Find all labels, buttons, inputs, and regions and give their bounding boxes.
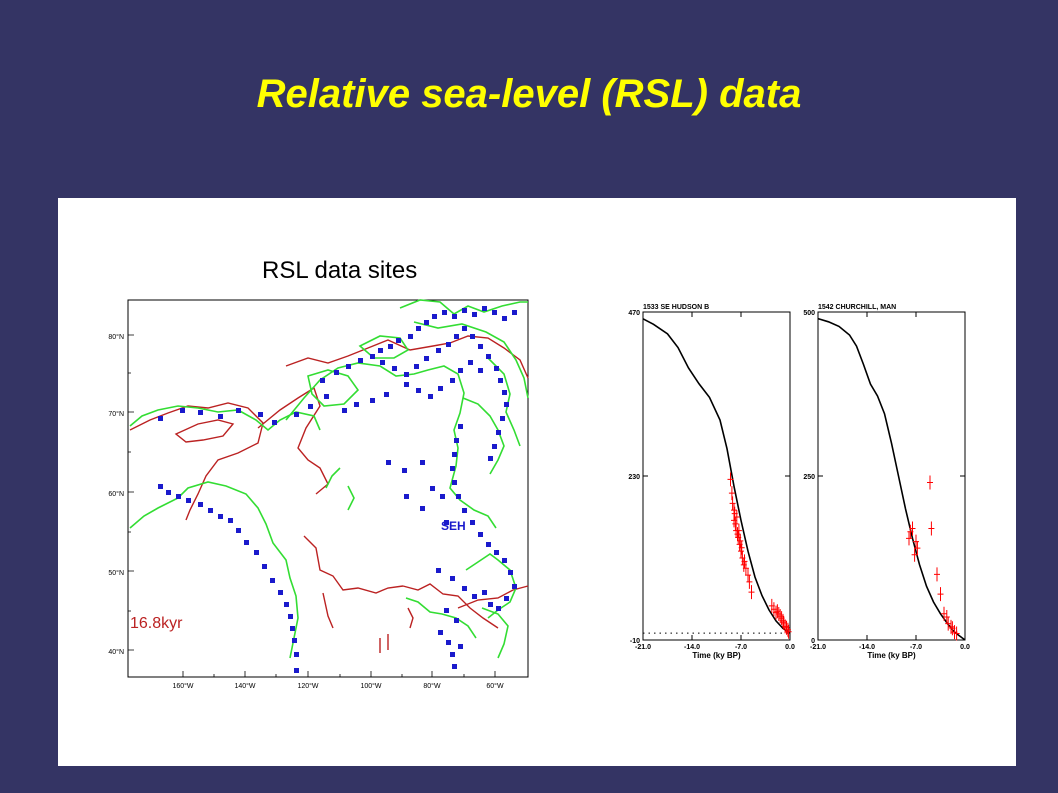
observation-point (909, 521, 916, 536)
x-tick-label: -14.0 (859, 644, 875, 651)
plot-frame (642, 311, 791, 641)
plot-title: 1533 SE HUDSON B (643, 304, 709, 311)
rsl-site-markers (158, 306, 517, 673)
y-tick-label: 0 (811, 638, 815, 645)
observation-point (729, 496, 736, 511)
observation-point (735, 523, 742, 538)
observation-point (784, 622, 791, 637)
observation-point (785, 624, 792, 639)
observation-point (782, 619, 789, 634)
plot-title: 1542 CHURCHILL, MAN (818, 304, 896, 311)
observation-point (731, 513, 737, 528)
observation-point (934, 567, 940, 582)
y-tick-label: 470 (628, 310, 640, 317)
lat-tick-50n: 50°N (108, 569, 124, 577)
observation-point (737, 533, 744, 548)
lon-tick-100w: 100°W (360, 682, 381, 690)
observation-point (948, 619, 954, 634)
observation-point (733, 510, 740, 524)
observation-point (746, 574, 753, 589)
rsl-plot-churchill: 1542 CHURCHILL, MAN -21.0 -14.0 -7.0 0.0 Time… (803, 304, 970, 660)
observation-point (913, 534, 919, 549)
lon-tick-80w: 80°W (423, 682, 441, 690)
y-tick-label: -10 (630, 638, 640, 645)
observation-point (727, 472, 734, 487)
x-tick-label: -14.0 (684, 644, 700, 651)
observation-point (738, 540, 745, 555)
observation-point (941, 606, 947, 621)
slide-title: Relative sea-level (RSL) data (256, 72, 802, 116)
observation-point (927, 475, 933, 490)
ice-margin-contour (129, 335, 529, 653)
lat-tick-60n: 60°N (108, 490, 124, 498)
lon-tick-140w: 140°W (234, 682, 255, 690)
x-tick-label: 0.0 (785, 644, 795, 651)
observation-point (741, 554, 748, 569)
figure-svg: RSL data sites (108, 257, 970, 690)
y-tick-label: 230 (628, 474, 640, 481)
x-axis-label: Time (ky BP) (692, 651, 741, 660)
observation-point (775, 607, 782, 622)
rsl-plot-se-hudson-bay: 1533 SE HUDSON B -21.0 -14.0 -7.0 0.0 Time (k… (628, 304, 795, 660)
lat-tick-70n: 70°N (108, 410, 124, 418)
x-tick-label: -7.0 (910, 644, 922, 651)
lat-tick-40n: 40°N (108, 648, 124, 656)
y-tick-label: 500 (803, 310, 815, 317)
observation-point (728, 486, 735, 501)
y-tick-label: 250 (803, 474, 815, 481)
x-tick-label: 0.0 (960, 644, 970, 651)
observation-point (906, 531, 912, 546)
observation-point (734, 527, 741, 542)
observation-point (953, 626, 960, 641)
x-tick-label: -21.0 (635, 644, 651, 651)
figure-panel: RSL data sites (58, 198, 1016, 766)
lon-tick-60w: 60°W (486, 682, 504, 690)
observation-point (911, 547, 918, 562)
observation-point (928, 521, 935, 536)
plot-frame (817, 311, 966, 641)
observation-point (738, 544, 744, 559)
observation-point (945, 616, 952, 631)
reconstruction-time-label: 16.8kyr (130, 615, 183, 632)
x-tick-label: -7.0 (735, 644, 747, 651)
map-axis-ticks (128, 334, 496, 677)
observation-point (732, 516, 739, 531)
rsl-sites-map: RSL data sites (108, 257, 529, 690)
x-axis-label: Time (ky BP) (867, 651, 916, 660)
observation-point (937, 587, 944, 602)
lat-tick-80n: 80°N (108, 333, 124, 341)
model-curve (817, 317, 966, 641)
map-title: RSL data sites (262, 257, 417, 284)
lon-tick-160w: 160°W (172, 682, 193, 690)
observation-point (748, 585, 755, 600)
observation-point (943, 610, 950, 625)
map-frame (127, 299, 529, 678)
model-curve (642, 318, 791, 634)
observation-point (773, 605, 779, 620)
x-tick-label: -21.0 (810, 644, 826, 651)
observation-point (914, 541, 921, 556)
observation-point (745, 568, 751, 583)
site-label-seh: SEH (441, 519, 466, 533)
lon-tick-120w: 120°W (297, 682, 318, 690)
